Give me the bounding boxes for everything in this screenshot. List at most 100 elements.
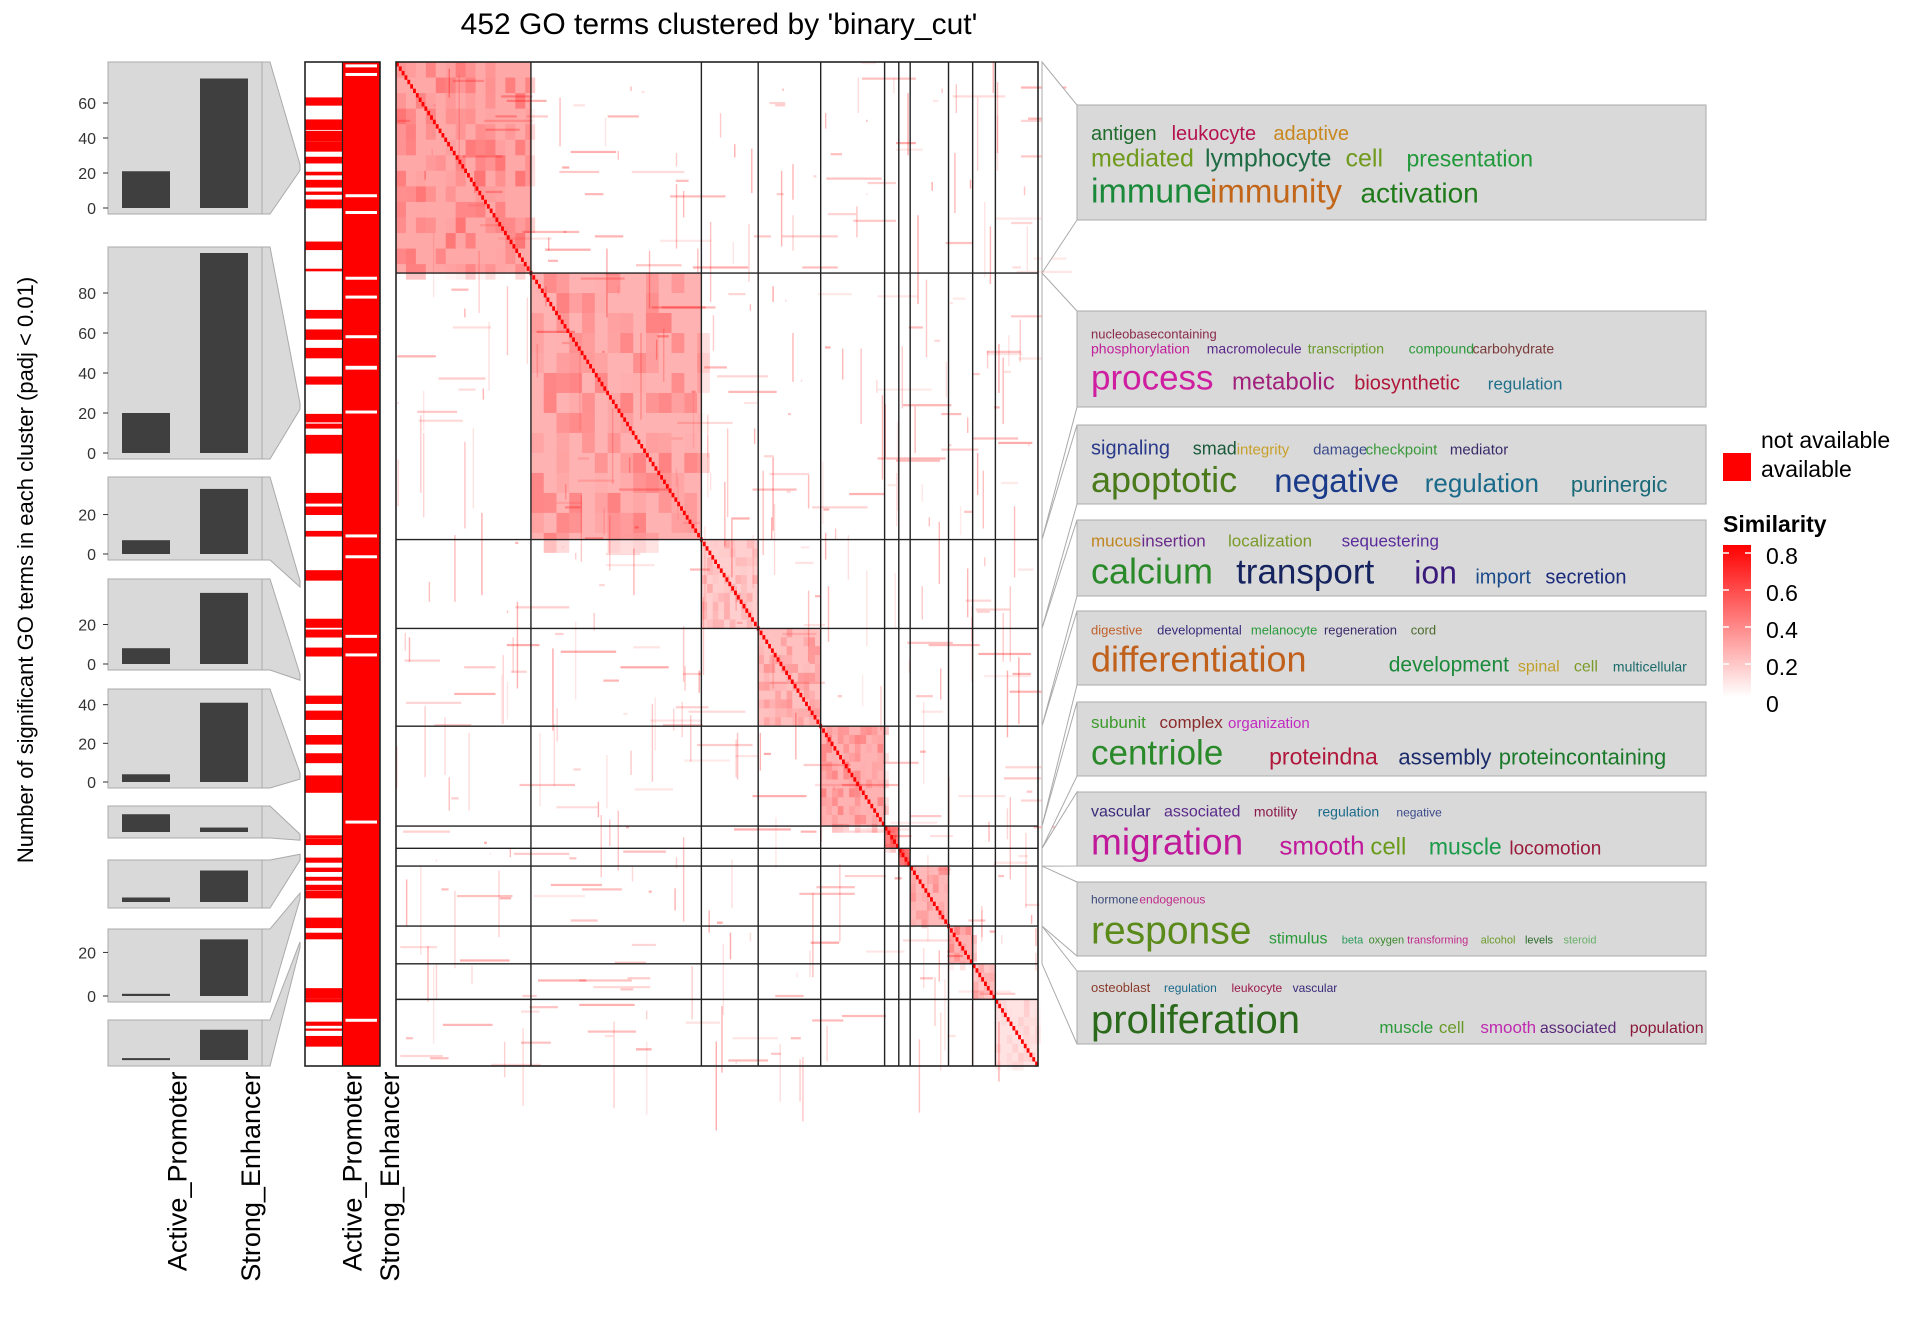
heatmap-cell <box>697 452 710 473</box>
heatmap-cell <box>663 723 703 727</box>
bar-panel <box>107 805 301 841</box>
heatmap-cell <box>457 894 513 898</box>
heatmap-cell <box>861 77 916 80</box>
availability-mark <box>305 156 343 164</box>
heatmap-diagonal-cell <box>472 181 476 187</box>
availability-column-strong-enhancer <box>342 62 380 1066</box>
word-cloud-panel: osteoblast regulation leukocyte vascular pro… <box>1041 924 1707 1045</box>
heatmap-cell <box>516 601 519 689</box>
heatmap-diagonal-cell <box>969 959 973 964</box>
heatmap-cell <box>432 233 435 298</box>
heatmap-cell <box>930 834 953 838</box>
heatmap-cell <box>708 910 710 933</box>
heatmap-cell <box>803 672 810 682</box>
heatmap-cell <box>454 535 456 602</box>
heatmap-diagonal-cell <box>611 399 615 405</box>
availability-mark <box>305 570 343 579</box>
heatmap-cell <box>775 994 804 998</box>
word-cloud-background <box>1076 519 1707 597</box>
word-cloud-term: development <box>1389 654 1509 677</box>
heatmap-diagonal-cell <box>447 141 450 147</box>
heatmap-diagonal-cell <box>992 994 996 1000</box>
word-cloud-term: hormone <box>1091 892 1139 906</box>
heatmap-cell <box>921 919 928 929</box>
heatmap-cell <box>927 874 933 884</box>
heatmap-cell <box>569 293 583 313</box>
heatmap-diagonal-cell <box>981 977 985 982</box>
heatmap-cell <box>495 249 505 265</box>
heatmap-cell <box>634 788 673 791</box>
heatmap-cell <box>752 795 807 798</box>
availability-mark <box>305 347 343 359</box>
heatmap-cell <box>499 897 512 900</box>
heatmap-cell <box>944 883 950 893</box>
heatmap-diagonal-cell <box>918 879 922 884</box>
heatmap-cell <box>630 86 632 91</box>
heatmap-cell <box>824 346 831 349</box>
heatmap-cell <box>405 108 416 125</box>
heatmap-cell <box>752 575 759 584</box>
heatmap-cell <box>938 866 945 875</box>
heatmap-cell <box>408 637 411 662</box>
heatmap-cell <box>976 97 979 171</box>
heatmap-cell <box>475 124 486 140</box>
heatmap-cell <box>698 672 702 676</box>
availability-mark <box>305 1021 343 1026</box>
heatmap-cell <box>697 248 699 274</box>
heatmap-cell <box>853 219 896 222</box>
heatmap-cell <box>989 226 992 285</box>
heatmap-cell <box>731 517 733 578</box>
heatmap-cell <box>998 441 1033 445</box>
heatmap-cell <box>947 954 963 958</box>
heatmap-cell <box>529 184 531 220</box>
heatmap-cell <box>741 566 747 575</box>
heatmap-diagonal-cell <box>799 692 803 698</box>
heatmap-cell <box>860 771 866 780</box>
heatmap-cell <box>763 672 770 682</box>
heatmap-cell <box>645 432 659 453</box>
heatmap-cell <box>475 264 486 280</box>
heatmap-cell <box>849 779 855 789</box>
heatmap-cell <box>949 301 953 305</box>
word-cloud-term: assembly <box>1398 744 1491 769</box>
heatmap-cell <box>932 99 939 102</box>
heatmap-diagonal-cell <box>717 564 720 569</box>
heatmap-cell <box>451 797 459 800</box>
availability-mark <box>305 634 343 638</box>
heatmap-diagonal-cell <box>424 106 428 111</box>
heatmap-cell <box>832 797 838 807</box>
heatmap-diagonal-cell <box>705 546 709 551</box>
heatmap-diagonal-cell <box>694 528 698 533</box>
y-tick-label: 60 <box>78 326 96 343</box>
heatmap-cell <box>803 690 810 700</box>
heatmap-diagonal-cell <box>1012 1026 1016 1031</box>
heatmap-cell <box>530 492 544 513</box>
heatmap-cell <box>701 601 708 611</box>
heatmap-diagonal-cell <box>401 70 405 76</box>
y-tick-label: 20 <box>78 406 96 423</box>
heatmap-cell <box>495 115 517 118</box>
heatmap-diagonal-cell <box>515 248 519 254</box>
heatmap-cell <box>446 264 456 280</box>
heatmap-cell <box>871 726 878 736</box>
heatmap-cell <box>495 170 506 187</box>
heatmap-cell <box>620 373 633 393</box>
heatmap-cell <box>812 892 814 978</box>
word-cloud-term: response <box>1091 909 1251 952</box>
heatmap-cell <box>772 650 774 689</box>
heatmap-cell <box>425 186 436 202</box>
heatmap-cell <box>515 139 526 156</box>
heatmap-cell <box>843 770 850 780</box>
heatmap-cell <box>645 532 659 553</box>
heatmap-cell <box>556 372 570 393</box>
heatmap-diagonal-cell <box>680 506 683 511</box>
heatmap-cell <box>934 977 936 1027</box>
heatmap-cell <box>718 619 725 629</box>
y-tick-label: 60 <box>78 96 96 113</box>
heatmap-diagonal-cell <box>628 426 632 431</box>
heatmap-cell <box>556 412 570 433</box>
heatmap-cell <box>948 934 955 944</box>
availability-mark <box>305 199 343 209</box>
heatmap-cell <box>454 890 456 969</box>
heatmap-diagonal-cell <box>1026 1048 1030 1053</box>
